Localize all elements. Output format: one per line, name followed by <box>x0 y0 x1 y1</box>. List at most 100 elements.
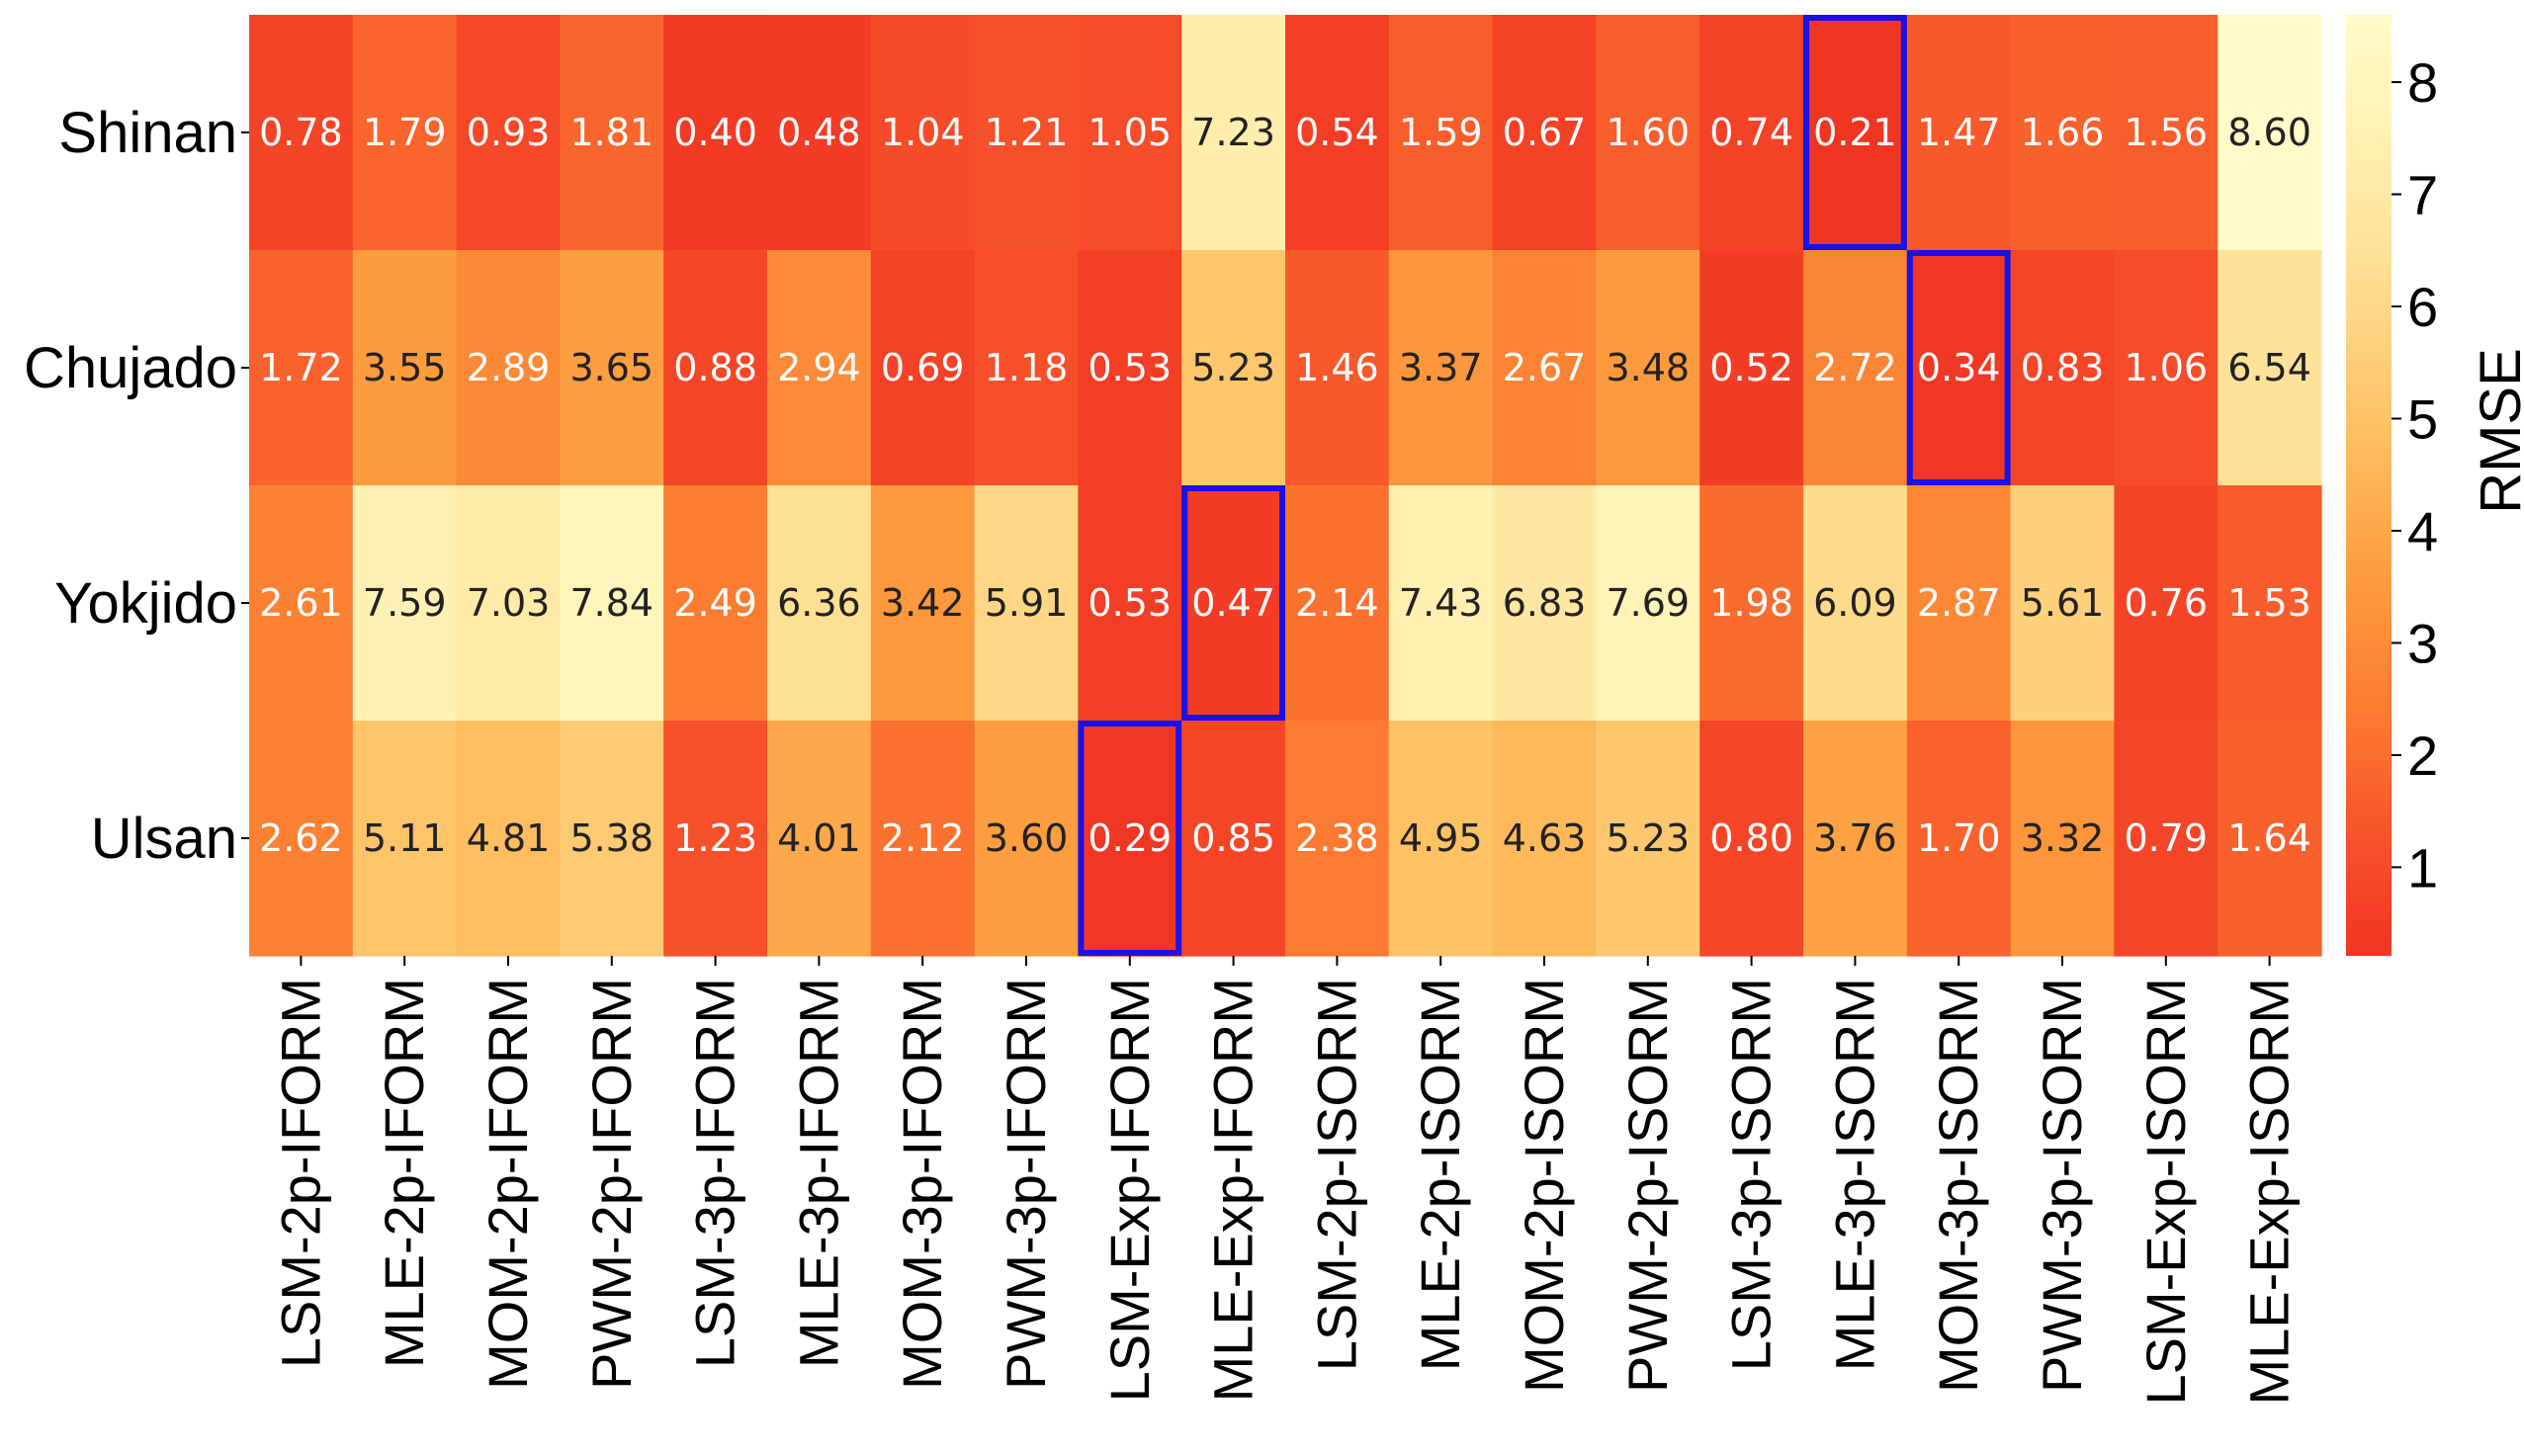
row-label: Shinan <box>58 101 237 165</box>
cell-value-label: 1.46 <box>1295 346 1379 389</box>
cell-value-label: 1.04 <box>881 111 965 154</box>
highlight-box <box>1803 15 1907 250</box>
cell-value-label: 0.52 <box>1709 346 1793 389</box>
column-label: MOM-3p-IFORM <box>891 978 953 1390</box>
heatmap-cell <box>1492 721 1597 957</box>
column-label: MOM-2p-IFORM <box>477 978 539 1390</box>
colorbar-tick-label: 8 <box>2407 51 2438 114</box>
cell-value-label: 0.40 <box>673 111 757 154</box>
heatmap-cell <box>2010 250 2115 486</box>
colorbar-tick-label: 3 <box>2407 612 2438 674</box>
heatmap-cell <box>352 15 458 251</box>
cell-value-label: 6.83 <box>1503 581 1587 625</box>
heatmap-cell <box>1803 721 1908 957</box>
cell-value-label: 7.43 <box>1399 581 1483 625</box>
heatmap-cell <box>1285 250 1390 486</box>
cell-value-label: 7.84 <box>569 581 653 625</box>
heatmap-cell <box>767 485 872 722</box>
heatmap-cell <box>1078 250 1182 486</box>
heatmap-cell <box>2114 485 2219 722</box>
cell-value-label: 1.21 <box>985 111 1069 154</box>
cell-value-label: 1.79 <box>363 111 447 154</box>
heatmap-cell <box>1803 15 1908 251</box>
cell-value-label: 1.53 <box>2227 581 2311 625</box>
colorbar: 1 2 3 4 5 6 7 8 RMSE <box>2346 15 2524 956</box>
column-label: PWM-3p-ISORM <box>2031 978 2093 1393</box>
column-label: MLE-3p-ISORM <box>1823 978 1885 1371</box>
cell-value-label: 5.61 <box>2021 581 2105 625</box>
row-label: Chujado <box>24 336 237 400</box>
heatmap-cell <box>2218 250 2322 486</box>
heatmap-cell <box>352 721 458 957</box>
heatmap-cell <box>456 721 561 957</box>
column-label: PWM-2p-ISORM <box>1616 978 1679 1393</box>
cell-value-label: 0.93 <box>467 111 551 154</box>
cell-value-label: 0.79 <box>2124 816 2208 860</box>
heatmap-cell <box>560 721 664 957</box>
heatmap-cell <box>663 485 768 722</box>
heatmap-cell <box>974 721 1079 957</box>
heatmap-cell <box>456 15 561 251</box>
colorbar-tick-label: 4 <box>2407 500 2438 562</box>
heatmap-cell <box>1803 485 1908 722</box>
cell-value-label: 3.42 <box>881 581 965 625</box>
cell-value-label: 1.98 <box>1709 581 1793 625</box>
row-label: Ulsan <box>91 807 237 871</box>
heatmap-cell <box>456 250 561 486</box>
heatmap-cell <box>2114 15 2219 251</box>
cell-value-label: 0.85 <box>1191 816 1275 860</box>
heatmap-cell <box>1492 15 1597 251</box>
cell-value-label: 1.81 <box>569 111 653 154</box>
highlight-box <box>1906 250 2011 485</box>
heatmap-cell <box>2010 15 2115 251</box>
column-label: MLE-3p-IFORM <box>787 978 849 1368</box>
heatmap-cell <box>1596 250 1700 486</box>
cell-value-label: 1.56 <box>2124 111 2208 154</box>
heatmap-cell <box>2218 15 2322 251</box>
cell-value-label: 1.06 <box>2124 346 2208 389</box>
heatmap-cell <box>2218 721 2322 957</box>
cell-value-label: 2.12 <box>881 816 965 860</box>
cell-value-label: 1.59 <box>1399 111 1483 154</box>
cell-value-label: 3.55 <box>363 346 447 389</box>
heatmap-cell <box>1388 15 1494 251</box>
colorbar-tick-label: 6 <box>2407 276 2438 338</box>
column-label: MLE-Exp-ISORM <box>2238 978 2301 1406</box>
cell-value-label: 2.14 <box>1295 581 1379 625</box>
heatmap-cell <box>560 250 664 486</box>
cell-value-label: 3.60 <box>985 816 1069 860</box>
cell-value-label: 0.53 <box>1088 346 1172 389</box>
heatmap-cell <box>974 15 1079 251</box>
cell-value-label: 3.76 <box>1813 816 1897 860</box>
heatmap-cell <box>2114 250 2219 486</box>
heatmap-cell <box>2218 485 2322 722</box>
heatmap-cell <box>974 250 1079 486</box>
cell-value-label: 0.47 <box>1191 581 1275 625</box>
column-label: LSM-2p-ISORM <box>1305 978 1367 1371</box>
heatmap-cell <box>2010 721 2115 957</box>
column-label: LSM-2p-IFORM <box>269 978 331 1368</box>
heatmap-cell <box>1699 721 1804 957</box>
heatmap-cell <box>1596 721 1700 957</box>
cell-value-label: 2.67 <box>1503 346 1587 389</box>
cell-value-label: 1.70 <box>1917 816 2001 860</box>
heatmap-cell <box>1492 250 1597 486</box>
cell-value-label: 6.09 <box>1813 581 1897 625</box>
heatmap-cell <box>1078 721 1182 957</box>
cell-value-label: 5.23 <box>1606 816 1690 860</box>
highlight-box <box>1078 721 1182 956</box>
cell-value-label: 6.54 <box>2227 346 2311 389</box>
column-label: LSM-3p-ISORM <box>1720 978 1783 1371</box>
cell-value-label: 1.66 <box>2021 111 2105 154</box>
cell-value-label: 1.23 <box>673 816 757 860</box>
cell-value-label: 1.18 <box>985 346 1069 389</box>
row-label: Yokjido <box>54 571 237 636</box>
cell-value-label: 1.64 <box>2227 816 2311 860</box>
heatmap-cell <box>1285 485 1390 722</box>
heatmap-cell <box>870 15 976 251</box>
cell-value-label: 2.72 <box>1813 346 1897 389</box>
cell-value-label: 1.05 <box>1088 111 1172 154</box>
column-label: PWM-2p-IFORM <box>580 978 643 1390</box>
cell-value-label: 6.36 <box>777 581 861 625</box>
heatmap-cell <box>249 250 354 486</box>
